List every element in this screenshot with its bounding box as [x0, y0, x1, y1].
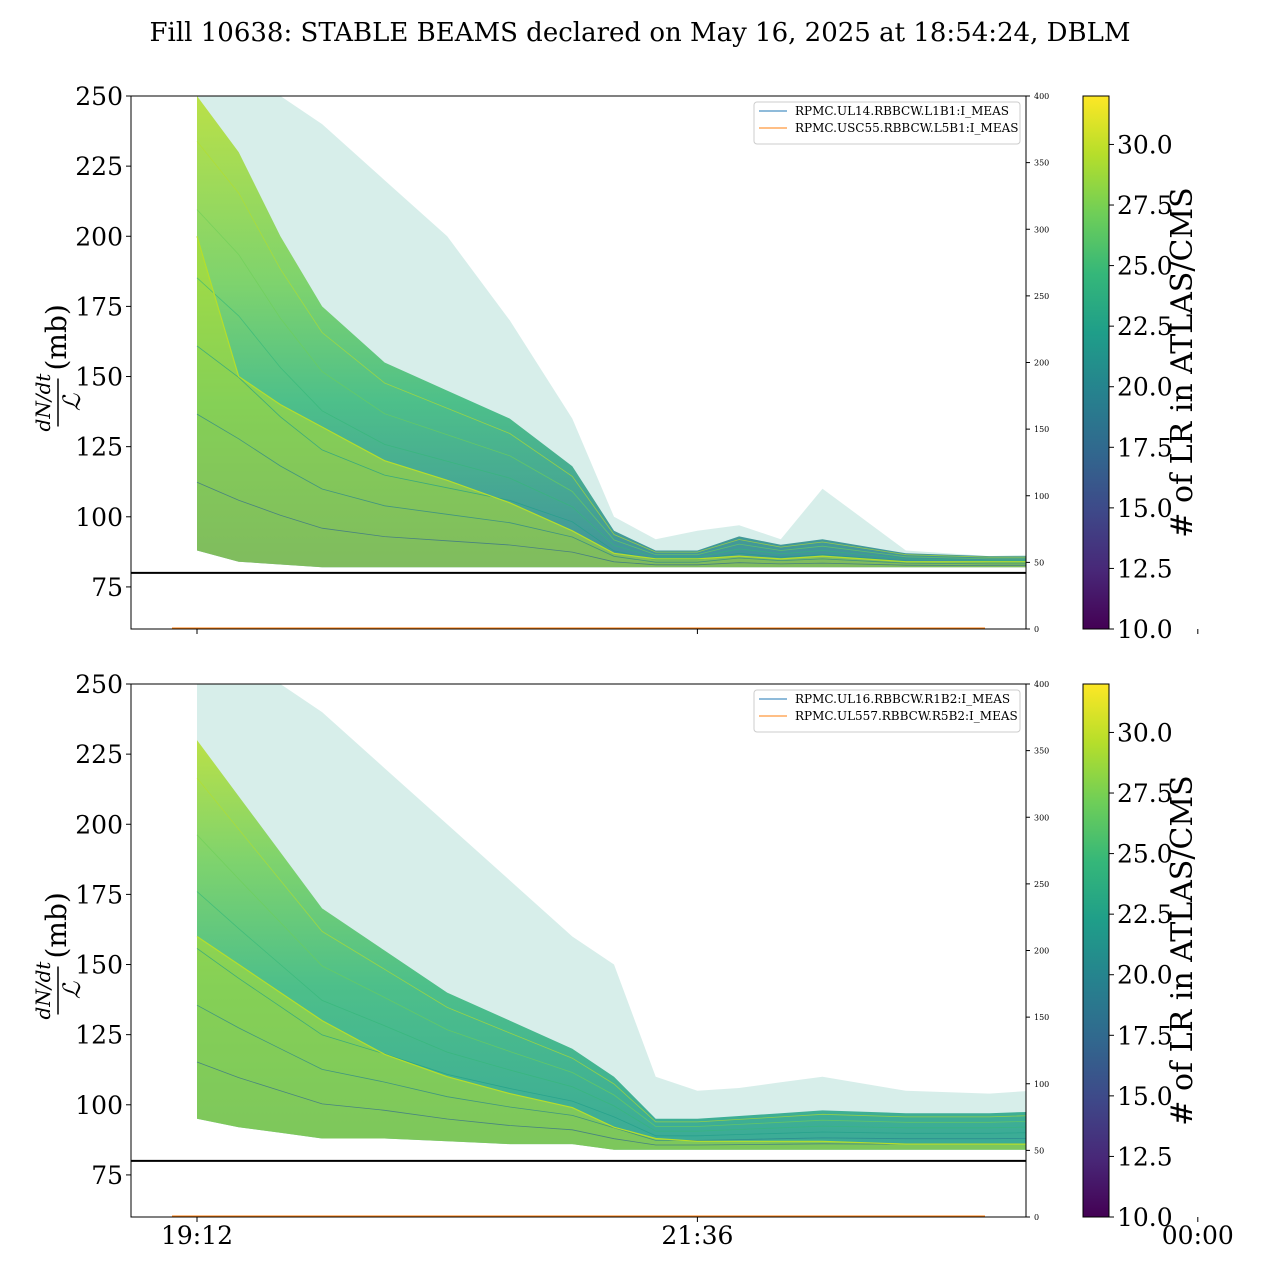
right-y-tick-label: 0	[1034, 1213, 1039, 1222]
y-tick-label: 225	[75, 740, 123, 769]
envelope-core-band	[197, 236, 1026, 568]
right-y-tick-label: 50	[1034, 558, 1044, 567]
colorbar	[1082, 95, 1110, 630]
right-y-tick-label: 300	[1034, 225, 1049, 234]
colorbar-tick-label: 20.0	[1117, 961, 1173, 990]
colorbar-tick-label: 12.5	[1117, 1142, 1173, 1171]
y-tick-label: 125	[75, 1021, 123, 1050]
right-y-tick-label: 250	[1034, 880, 1049, 889]
series-line	[196, 777, 1026, 1123]
y-tick-label: 125	[75, 433, 123, 462]
y-tick-label: 250	[75, 82, 123, 111]
colorbar-tick-label: 20.0	[1117, 373, 1173, 402]
right-y-tick-label: 150	[1034, 425, 1049, 434]
colorbar-tick-label: 10.0	[1117, 615, 1173, 644]
right-y-tick-label: 0	[1034, 625, 1039, 634]
y-label-unit: (mb)	[40, 304, 73, 370]
y-label-numerator: dN/dt	[31, 373, 55, 432]
colorbar-tick-label: 10.0	[1117, 1203, 1173, 1232]
y-axis-label: dN/dt ℒ (mb)	[31, 304, 86, 431]
right-y-tick-label: 50	[1034, 1146, 1044, 1155]
right-y-tick-label: 350	[1034, 747, 1049, 756]
right-y-tick-label: 300	[1034, 813, 1049, 822]
colorbar-tick-label: 25.0	[1117, 840, 1173, 869]
chart-title: Fill 10638: STABLE BEAMS declared on May…	[149, 18, 1131, 48]
top-plot-panel: 75 100 125 150 175 200 225 250 0 50 100 150 200 250 30…	[31, 82, 1200, 644]
right-y-tick-label: 400	[1034, 680, 1049, 689]
series-line	[196, 891, 1026, 1132]
y-tick-label: 75	[91, 573, 123, 602]
y-tick-label: 75	[91, 1161, 123, 1190]
colorbar-tick-label: 22.5	[1117, 312, 1173, 341]
right-y-tick-label: 400	[1034, 92, 1049, 101]
right-y-tick-label: 100	[1034, 492, 1049, 501]
colorbar-label: # of LR in ATLAS/CMS	[1165, 187, 1200, 537]
y-axis-label: dN/dt ℒ (mb)	[31, 892, 86, 1019]
right-y-tick-label: 250	[1034, 292, 1049, 301]
y-label-unit: (mb)	[40, 892, 73, 958]
y-tick-label: 150	[75, 363, 123, 392]
right-y-tick-label: 350	[1034, 159, 1049, 168]
series-line	[196, 413, 1026, 565]
series-line	[196, 277, 1026, 561]
colorbar-tick-label: 27.5	[1117, 779, 1173, 808]
envelope-core-band	[197, 936, 1026, 1150]
series-line	[196, 948, 1026, 1137]
right-y-tick-label: 200	[1034, 947, 1049, 956]
colorbar-tick-label: 17.5	[1117, 1021, 1173, 1050]
bottom-plot-panel: 75 100 125 150 175 200 225 250 0 50 100 150 200 250 30…	[31, 670, 1234, 1250]
series-line	[196, 481, 1026, 566]
series-line	[196, 209, 1026, 560]
colorbar-tick-label: 30.0	[1117, 718, 1173, 747]
x-tick-label: 21:36	[661, 1221, 733, 1250]
colorbar-tick-label: 17.5	[1117, 433, 1173, 462]
data-area-group	[196, 684, 1026, 1150]
series-line	[196, 141, 1026, 558]
colorbar-tick-label: 27.5	[1117, 191, 1173, 220]
right-y-tick-label: 150	[1034, 1013, 1049, 1022]
colorbar-tick-label: 15.0	[1117, 494, 1173, 523]
series-line	[196, 236, 1026, 563]
colorbar	[1082, 683, 1110, 1218]
data-area-group	[196, 96, 1026, 568]
legend-entry: RPMC.UL16.RBBCW.R1B2:I_MEAS	[795, 692, 1010, 706]
legend-entry: RPMC.UL557.RBBCW.R5B2:I_MEAS	[795, 709, 1018, 723]
x-tick-label: 19:12	[161, 1221, 233, 1250]
y-tick-label: 175	[75, 292, 123, 321]
colorbar-tick-label: 22.5	[1117, 900, 1173, 929]
y-tick-label: 200	[75, 810, 123, 839]
series-line	[196, 834, 1026, 1127]
legend: RPMC.UL16.RBBCW.R1B2:I_MEAS RPMC.UL557.RB…	[753, 689, 1021, 733]
colorbar-tick-label: 15.0	[1117, 1082, 1173, 1111]
colorbar-tick-label: 25.0	[1117, 252, 1173, 281]
y-tick-label: 175	[75, 880, 123, 909]
series-line	[196, 936, 1026, 1145]
series-line	[196, 1004, 1026, 1141]
y-label-denominator: ℒ	[58, 981, 86, 999]
y-tick-label: 200	[75, 222, 123, 251]
legend-box	[753, 689, 1021, 733]
y-tick-label: 225	[75, 152, 123, 181]
legend-entry: RPMC.USC55.RBBCW.L5B1:I_MEAS	[795, 121, 1018, 135]
y-label-numerator: dN/dt	[31, 961, 55, 1020]
right-y-tick-label: 200	[1034, 359, 1049, 368]
colorbar-tick-label: 30.0	[1117, 130, 1173, 159]
y-label-denominator: ℒ	[58, 393, 86, 411]
colorbar-label: # of LR in ATLAS/CMS	[1165, 775, 1200, 1125]
colorbar-tick-label: 12.5	[1117, 554, 1173, 583]
x-tick-label: 00:00	[1162, 1221, 1234, 1250]
y-tick-label: 150	[75, 951, 123, 980]
y-tick-label: 250	[75, 670, 123, 699]
y-tick-label: 100	[75, 503, 123, 532]
envelope-upper-band	[197, 740, 1026, 1150]
legend-box	[753, 101, 1021, 145]
y-tick-label: 100	[75, 1091, 123, 1120]
legend-entry: RPMC.UL14.RBBCW.L1B1:I_MEAS	[795, 104, 1009, 118]
right-y-tick-label: 100	[1034, 1080, 1049, 1089]
legend: RPMC.UL14.RBBCW.L1B1:I_MEAS RPMC.USC55.RB…	[753, 101, 1021, 145]
